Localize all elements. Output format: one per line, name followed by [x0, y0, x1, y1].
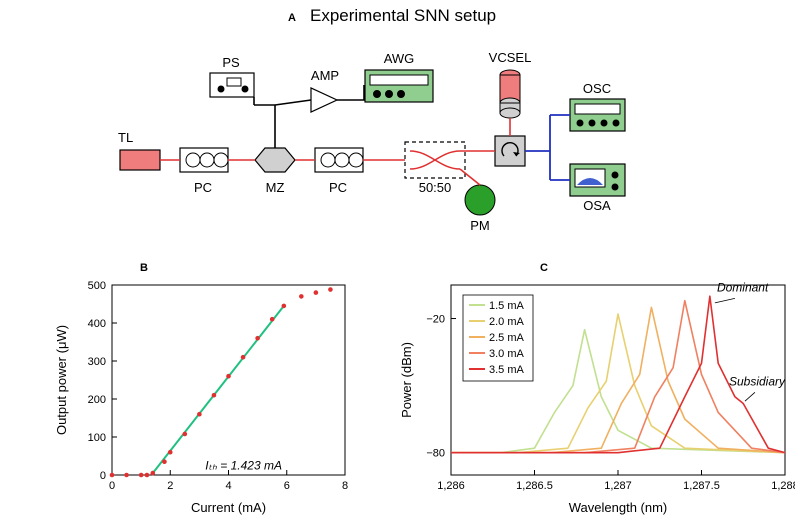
svg-text:6: 6	[284, 480, 290, 492]
svg-text:TL: TL	[118, 130, 133, 145]
svg-text:Iₜₕ = 1.423 mA: Iₜₕ = 1.423 mA	[205, 458, 282, 472]
svg-text:3.0 mA: 3.0 mA	[489, 348, 525, 360]
svg-text:AMP: AMP	[311, 68, 339, 83]
svg-text:1,287: 1,287	[604, 480, 632, 492]
svg-text:1,287.5: 1,287.5	[683, 480, 720, 492]
panel-a-title: Experimental SNN setup	[310, 6, 496, 26]
svg-text:Wavelength (nm): Wavelength (nm)	[569, 500, 668, 515]
svg-text:AWG: AWG	[384, 51, 415, 66]
svg-text:200: 200	[88, 394, 106, 406]
setup-diagram: TL PC MZ PC PS AMP AWG 50:50 PM VCSEL OSC OSA	[110, 40, 690, 240]
svg-text:3.5 mA: 3.5 mA	[489, 364, 525, 376]
svg-text:Current (mA): Current (mA)	[191, 500, 266, 515]
svg-text:0: 0	[100, 470, 106, 482]
svg-text:OSA: OSA	[583, 198, 611, 213]
panel-c-label: C	[540, 262, 548, 274]
svg-text:2.5 mA: 2.5 mA	[489, 332, 525, 344]
svg-text:50:50: 50:50	[419, 180, 452, 195]
power-vs-current-chart: 0 2 4 6 8 0 100 200 300 400 500 Current (mA) Output …	[50, 275, 360, 520]
panel-a-label: A	[288, 12, 296, 24]
svg-text:Dominant: Dominant	[717, 281, 769, 295]
svg-text:2.0 mA: 2.0 mA	[489, 316, 525, 328]
svg-text:1.5 mA: 1.5 mA	[489, 300, 525, 312]
svg-text:2: 2	[167, 480, 173, 492]
svg-text:PS: PS	[222, 55, 240, 70]
svg-text:Output power (μW): Output power (μW)	[54, 325, 69, 435]
svg-text:0: 0	[109, 480, 115, 492]
svg-text:OSC: OSC	[583, 81, 611, 96]
svg-text:PC: PC	[194, 180, 212, 195]
svg-text:PC: PC	[329, 180, 347, 195]
svg-text:−80: −80	[426, 448, 445, 460]
svg-text:PM: PM	[470, 218, 490, 233]
spectrum-chart: 1,286 1,286.5 1,287 1,287.5 1,288 −80 −20 Wavel…	[395, 275, 795, 520]
svg-text:1,286: 1,286	[437, 480, 465, 492]
svg-text:400: 400	[88, 318, 106, 330]
svg-text:300: 300	[88, 356, 106, 368]
svg-text:100: 100	[88, 432, 106, 444]
svg-text:1,288: 1,288	[771, 480, 795, 492]
svg-text:8: 8	[342, 480, 348, 492]
svg-text:1,286.5: 1,286.5	[516, 480, 553, 492]
svg-text:Subsidiary: Subsidiary	[729, 375, 786, 389]
panel-b-label: B	[140, 262, 148, 274]
svg-text:VCSEL: VCSEL	[489, 50, 532, 65]
svg-text:MZ: MZ	[266, 180, 285, 195]
svg-text:Power (dBm): Power (dBm)	[399, 342, 414, 418]
svg-text:4: 4	[225, 480, 231, 492]
svg-text:500: 500	[88, 280, 106, 292]
svg-text:−20: −20	[426, 314, 445, 326]
